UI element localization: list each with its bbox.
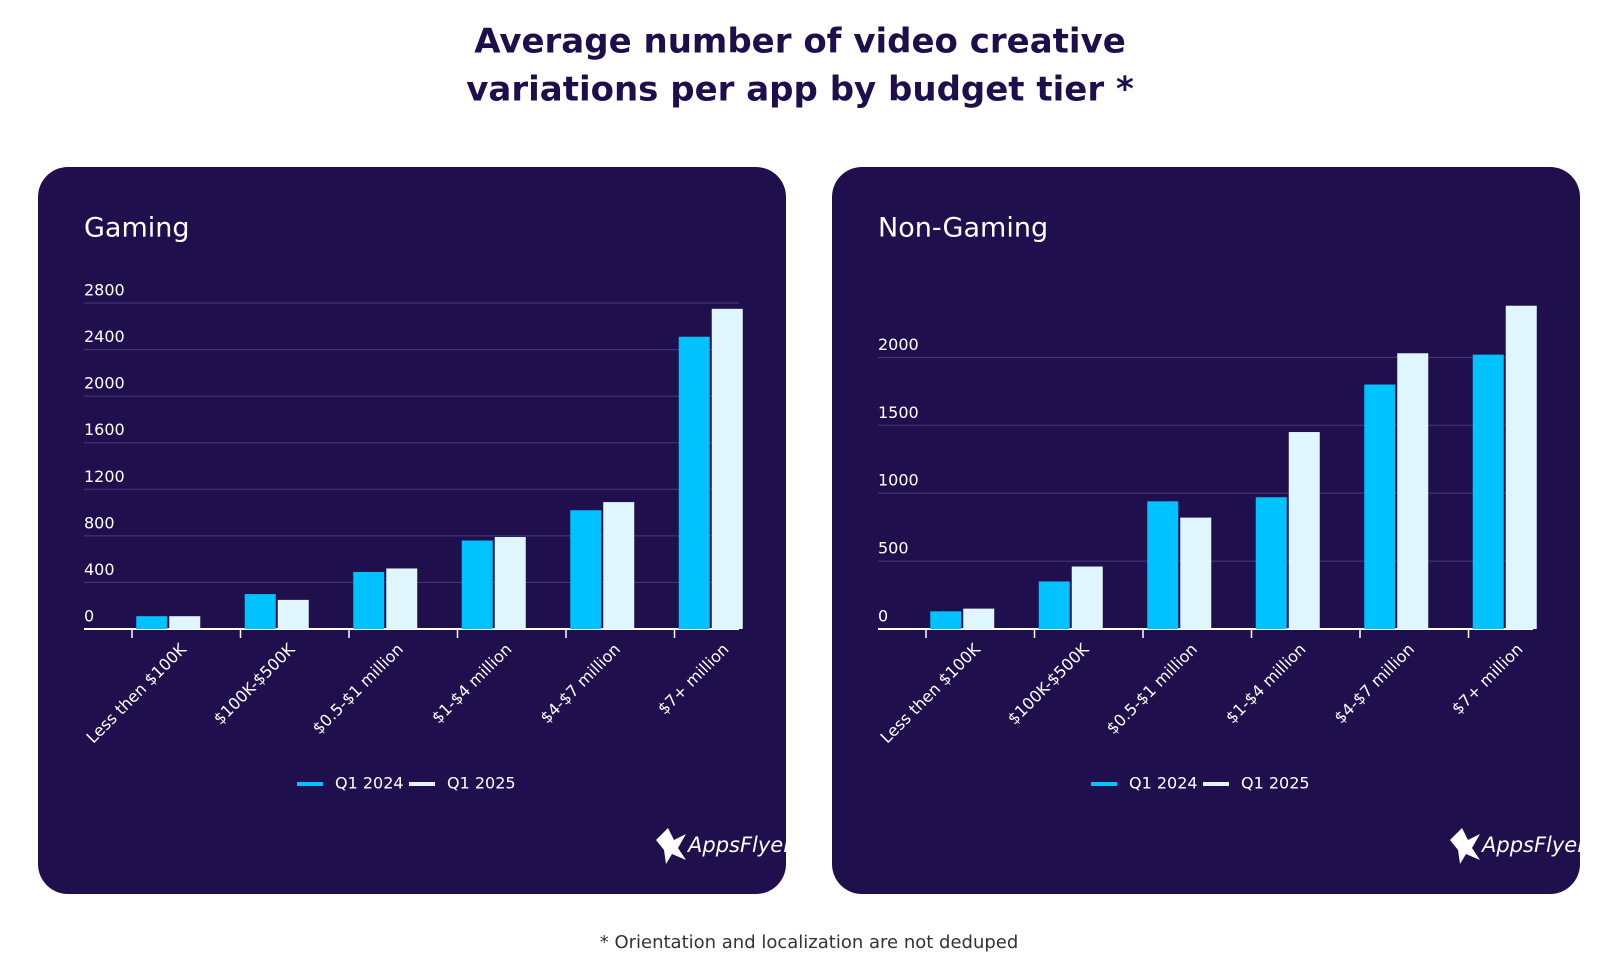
- panel-background: [38, 167, 786, 894]
- bar: [353, 571, 385, 629]
- y-tick-label: 1500: [878, 403, 919, 422]
- bar: [136, 616, 168, 629]
- bar: [930, 611, 962, 629]
- y-tick-label: 400: [84, 560, 115, 579]
- bar: [461, 540, 493, 629]
- bar: [494, 537, 526, 629]
- bar: [1147, 501, 1179, 629]
- y-tick-label: 500: [878, 539, 909, 558]
- bar: [1071, 566, 1103, 629]
- bar: [1180, 517, 1212, 629]
- legend-label: Q1 2025: [447, 774, 516, 793]
- y-tick-label: 1200: [84, 467, 125, 486]
- bar: [1288, 432, 1320, 629]
- bar: [711, 308, 743, 629]
- y-tick-label: 800: [84, 513, 115, 532]
- title-line: Average number of video creative: [474, 22, 1126, 62]
- logo-mark: [1450, 828, 1480, 864]
- bar: [1255, 497, 1287, 629]
- bar: [678, 336, 710, 629]
- brand-logo: AppsFlyer: [1450, 828, 1587, 864]
- bar: [244, 594, 276, 629]
- bar: [603, 502, 635, 629]
- legend-label: Q1 2024: [335, 774, 404, 793]
- bar: [277, 599, 309, 629]
- logo-mark: [656, 828, 686, 864]
- brand-logo: AppsFlyer: [656, 828, 793, 864]
- bar: [963, 608, 995, 629]
- title-line: variations per app by budget tier *: [466, 70, 1134, 110]
- y-tick-label: 0: [84, 607, 94, 626]
- bar: [1397, 353, 1429, 629]
- chart-title: Non-Gaming: [878, 213, 1048, 244]
- bar: [1364, 384, 1396, 629]
- legend-label: Q1 2025: [1241, 774, 1310, 793]
- bar: [386, 568, 418, 629]
- footnote: * Orientation and localization are not d…: [600, 932, 1019, 953]
- chart-title: Gaming: [84, 213, 190, 244]
- y-tick-label: 1000: [878, 471, 919, 490]
- bar: [169, 616, 201, 629]
- brand-name: AppsFlyer: [1480, 833, 1587, 857]
- bar: [1038, 581, 1070, 629]
- y-tick-label: 2400: [84, 327, 125, 346]
- y-tick-label: 1600: [84, 420, 125, 439]
- y-tick-label: 2000: [878, 335, 919, 354]
- brand-name: AppsFlyer: [686, 833, 793, 857]
- y-tick-label: 2800: [84, 281, 125, 300]
- legend-label: Q1 2024: [1129, 774, 1198, 793]
- y-tick-label: 2000: [84, 374, 125, 393]
- y-tick-label: 0: [878, 607, 888, 626]
- bar: [1472, 354, 1504, 629]
- bar: [570, 510, 602, 629]
- bar: [1505, 305, 1537, 629]
